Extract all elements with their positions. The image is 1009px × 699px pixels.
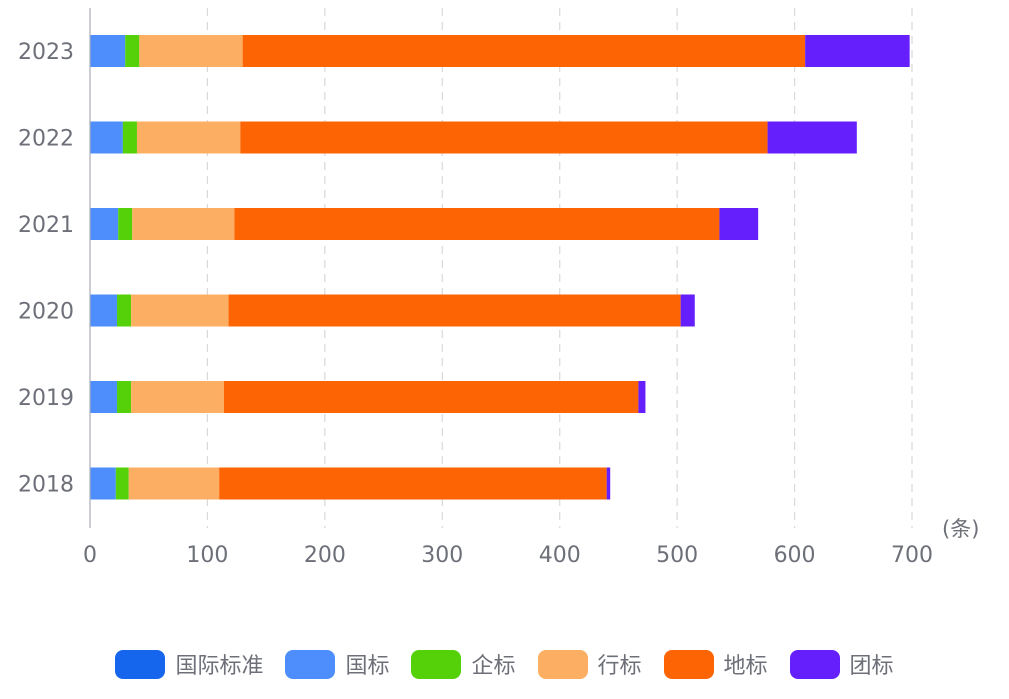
- bar-2021-series-4[interactable]: [234, 208, 720, 240]
- y-tick-label-2018: 2018: [18, 473, 74, 498]
- bar-2023-series-3[interactable]: [139, 35, 243, 67]
- y-axis: 2018 2019 2020 2021 2022 2023: [18, 8, 91, 528]
- x-tick-label-100: 100: [186, 543, 228, 568]
- bar-2018-series-3[interactable]: [128, 467, 220, 500]
- legend-label-1: 国标: [345, 654, 390, 679]
- legend-item-1[interactable]: 国标: [285, 648, 389, 680]
- bar-2018-series-5[interactable]: [606, 467, 611, 500]
- y-tick-label-2022: 2022: [18, 127, 74, 152]
- legend-swatch-4: [663, 649, 714, 679]
- bar-2019-series-3[interactable]: [131, 381, 224, 413]
- legend-item-2[interactable]: 企标: [411, 648, 516, 680]
- bar-2023-series-4[interactable]: [242, 35, 806, 67]
- bar-2019-series-1[interactable]: [90, 381, 118, 413]
- legend-swatch-2: [411, 649, 462, 679]
- y-tick-label-2021: 2021: [18, 213, 74, 238]
- bar-2020-series-1[interactable]: [90, 294, 118, 327]
- bar-2022-series-3[interactable]: [136, 121, 241, 154]
- legend-swatch-1: [285, 649, 336, 679]
- legend-item-4[interactable]: 地标: [663, 648, 768, 680]
- x-tick-label-600: 600: [774, 543, 816, 568]
- bar-2020-series-4[interactable]: [228, 294, 681, 327]
- y-tick-label-2020: 2020: [18, 300, 74, 325]
- bar-2021-series-3[interactable]: [132, 208, 235, 240]
- y-tick-label-2023: 2023: [18, 40, 74, 65]
- grid-lines: [206, 8, 913, 528]
- x-axis-unit-label: (条): [942, 517, 979, 541]
- x-tick-label-0: 0: [83, 543, 97, 568]
- legend-item-0[interactable]: 国际标准: [115, 648, 263, 680]
- bar-2022-series-4[interactable]: [240, 121, 768, 154]
- bar-2020-series-5[interactable]: [680, 294, 695, 327]
- bar-2022-series-5[interactable]: [767, 121, 857, 154]
- legend-swatch-3: [537, 649, 588, 679]
- bar-2022-series-2[interactable]: [122, 121, 137, 154]
- x-tick-label-700: 700: [891, 543, 933, 568]
- x-tick-label-300: 300: [421, 543, 463, 568]
- bar-2021-series-2[interactable]: [118, 208, 133, 240]
- bar-2019-series-4[interactable]: [223, 381, 639, 413]
- stacked-bar-chart: 2018 2019 2020 2021 2022 2023 0 100 200 300 400 50…: [18, 8, 979, 568]
- bar-2023-series-1[interactable]: [90, 35, 126, 67]
- legend-label-4: 地标: [723, 654, 768, 679]
- bar-2021-series-1[interactable]: [90, 208, 119, 240]
- legend-item-5[interactable]: 团标: [789, 648, 894, 680]
- bar-2021-series-5[interactable]: [719, 208, 759, 240]
- x-axis: 0 100 200 300 400 500 600 700: [83, 543, 933, 568]
- bar-2020-series-2[interactable]: [117, 294, 132, 327]
- bar-2018-series-1[interactable]: [90, 467, 116, 500]
- bar-2019-series-2[interactable]: [117, 381, 132, 413]
- legend-item-3[interactable]: 行标: [537, 648, 642, 680]
- y-tick-label-2019: 2019: [18, 386, 74, 411]
- bar-2020-series-3[interactable]: [131, 294, 229, 327]
- bar-2023-series-2[interactable]: [125, 35, 140, 67]
- bar-2018-series-4[interactable]: [219, 467, 607, 500]
- legend-label-0: 国际标准: [175, 654, 264, 679]
- x-tick-label-500: 500: [656, 543, 698, 568]
- x-tick-label-200: 200: [304, 543, 346, 568]
- bar-2018-series-2[interactable]: [115, 467, 129, 500]
- legend-label-2: 企标: [471, 654, 516, 679]
- x-tick-label-400: 400: [539, 543, 581, 568]
- bar-segments: [90, 35, 910, 500]
- bar-2022-series-1[interactable]: [90, 121, 123, 154]
- legend-label-3: 行标: [597, 654, 642, 679]
- bar-2019-series-5[interactable]: [638, 381, 646, 413]
- legend-swatch-0: [115, 649, 166, 679]
- bar-2023-series-5[interactable]: [805, 35, 910, 67]
- legend-label-5: 团标: [849, 654, 894, 679]
- legend-swatch-5: [789, 649, 840, 679]
- legend: 国际标准 国标 企标 行标 地标 团标: [0, 642, 1009, 686]
